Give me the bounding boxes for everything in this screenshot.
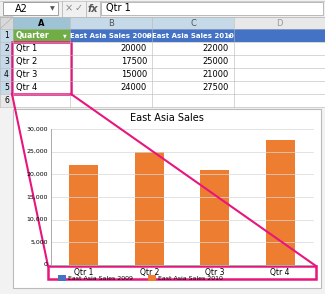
FancyBboxPatch shape [13, 29, 70, 42]
FancyBboxPatch shape [152, 55, 234, 68]
Text: 5: 5 [4, 83, 9, 92]
Text: East Asia Sales: East Asia Sales [130, 113, 204, 123]
Text: Qtr 1: Qtr 1 [106, 4, 131, 14]
Text: Qtr 3: Qtr 3 [16, 70, 37, 79]
Text: Qtr 4: Qtr 4 [270, 268, 290, 277]
FancyBboxPatch shape [70, 42, 152, 55]
FancyBboxPatch shape [13, 42, 70, 55]
FancyBboxPatch shape [0, 68, 13, 81]
Text: 4: 4 [4, 70, 9, 79]
FancyBboxPatch shape [101, 2, 323, 15]
Text: ×: × [65, 4, 73, 14]
Text: ✓: ✓ [75, 4, 83, 14]
Text: 20,000: 20,000 [27, 172, 48, 177]
Text: A2: A2 [15, 4, 27, 14]
Text: 2: 2 [4, 44, 9, 53]
FancyBboxPatch shape [69, 165, 98, 265]
FancyBboxPatch shape [0, 81, 13, 94]
FancyBboxPatch shape [234, 81, 325, 94]
FancyBboxPatch shape [234, 94, 325, 107]
FancyBboxPatch shape [152, 42, 234, 55]
Text: East Asia Sales 2009: East Asia Sales 2009 [70, 33, 152, 39]
Text: East Asia Sales 2010: East Asia Sales 2010 [158, 275, 223, 280]
Text: Qtr 4: Qtr 4 [16, 83, 37, 92]
Text: B: B [108, 19, 114, 28]
FancyBboxPatch shape [234, 17, 325, 29]
FancyBboxPatch shape [0, 17, 13, 29]
FancyBboxPatch shape [0, 0, 325, 17]
FancyBboxPatch shape [58, 275, 66, 281]
Text: 10,000: 10,000 [27, 217, 48, 222]
FancyBboxPatch shape [234, 68, 325, 81]
Text: Qtr 1: Qtr 1 [74, 268, 94, 277]
Text: Qtr 3: Qtr 3 [205, 268, 225, 277]
FancyBboxPatch shape [13, 94, 70, 107]
Text: 20000: 20000 [121, 44, 147, 53]
Text: 30,000: 30,000 [27, 126, 48, 131]
FancyBboxPatch shape [152, 29, 234, 42]
FancyBboxPatch shape [135, 152, 164, 265]
FancyBboxPatch shape [152, 17, 234, 29]
FancyBboxPatch shape [0, 29, 13, 42]
Text: 21000: 21000 [203, 70, 229, 79]
FancyBboxPatch shape [0, 94, 13, 107]
Text: ▼: ▼ [228, 33, 232, 38]
Text: ▼: ▼ [146, 33, 150, 38]
Text: Quarter: Quarter [16, 31, 50, 40]
FancyBboxPatch shape [13, 81, 70, 94]
Text: 22000: 22000 [203, 44, 229, 53]
Text: 15,000: 15,000 [27, 195, 48, 200]
FancyBboxPatch shape [0, 42, 13, 55]
Text: 27500: 27500 [202, 83, 229, 92]
FancyBboxPatch shape [3, 2, 58, 15]
Text: 15000: 15000 [121, 70, 147, 79]
FancyBboxPatch shape [234, 29, 325, 42]
Text: 6: 6 [4, 96, 9, 105]
FancyBboxPatch shape [234, 42, 325, 55]
FancyBboxPatch shape [148, 275, 156, 281]
FancyBboxPatch shape [13, 68, 70, 81]
FancyBboxPatch shape [70, 17, 152, 29]
Text: East Asia Sales 2009: East Asia Sales 2009 [68, 275, 133, 280]
FancyBboxPatch shape [152, 94, 234, 107]
Text: A: A [38, 19, 45, 28]
FancyBboxPatch shape [13, 17, 70, 29]
Text: East Asia Sales 2010: East Asia Sales 2010 [152, 33, 234, 39]
Text: 17500: 17500 [121, 57, 147, 66]
FancyBboxPatch shape [234, 55, 325, 68]
FancyBboxPatch shape [152, 68, 234, 81]
FancyBboxPatch shape [266, 140, 295, 265]
FancyBboxPatch shape [70, 29, 152, 42]
Text: 3: 3 [4, 57, 9, 66]
FancyBboxPatch shape [13, 109, 321, 288]
Text: D: D [276, 19, 283, 28]
FancyBboxPatch shape [0, 17, 325, 107]
Text: 1: 1 [4, 31, 9, 40]
Text: Qtr 2: Qtr 2 [16, 57, 37, 66]
Text: Qtr 2: Qtr 2 [139, 268, 159, 277]
Text: 0: 0 [44, 263, 48, 268]
FancyBboxPatch shape [70, 55, 152, 68]
FancyBboxPatch shape [13, 55, 70, 68]
FancyBboxPatch shape [70, 81, 152, 94]
Polygon shape [0, 17, 13, 29]
Text: 25000: 25000 [203, 57, 229, 66]
FancyBboxPatch shape [0, 55, 13, 68]
FancyBboxPatch shape [70, 94, 152, 107]
Text: Qtr 1: Qtr 1 [16, 44, 37, 53]
Text: C: C [190, 19, 196, 28]
Text: fx: fx [88, 4, 98, 14]
Text: ▼: ▼ [63, 33, 67, 38]
Text: ▼: ▼ [50, 6, 54, 11]
Text: 5,000: 5,000 [31, 240, 48, 245]
FancyBboxPatch shape [152, 81, 234, 94]
Text: 25,000: 25,000 [27, 149, 48, 154]
Text: 24000: 24000 [121, 83, 147, 92]
FancyBboxPatch shape [70, 68, 152, 81]
FancyBboxPatch shape [200, 170, 229, 265]
